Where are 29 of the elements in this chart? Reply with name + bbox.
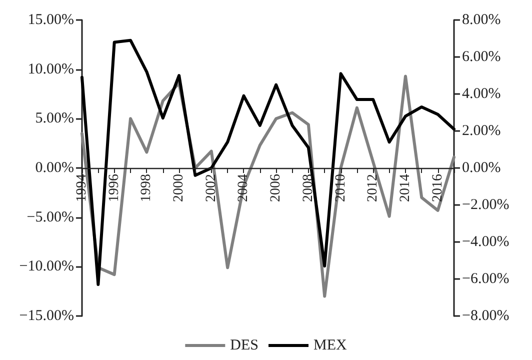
- x-tick-label: 2004: [236, 174, 252, 202]
- y2-tick-label: −4.00%: [462, 234, 510, 250]
- y2-tick-label: −8.00%: [462, 308, 510, 324]
- x-tick-label: 2006: [268, 174, 284, 202]
- y-tick-label: 15.00%: [28, 12, 74, 28]
- y2-tick-label: −2.00%: [462, 197, 510, 213]
- y2-tick-label: 2.00%: [462, 123, 501, 139]
- x-tick-label: 2000: [172, 174, 187, 202]
- y-tick-label: −10.00%: [19, 258, 74, 275]
- y2-tick-label: 4.00%: [462, 86, 501, 102]
- y2-tick-label: 0.00%: [462, 160, 501, 176]
- x-tick-label: 1998: [139, 174, 154, 202]
- y2-tick-label: 6.00%: [462, 49, 501, 65]
- y2-tick-label: 8.00%: [462, 12, 501, 28]
- y-tick-label: 5.00%: [35, 110, 74, 127]
- x-tick-label: 2010: [333, 174, 348, 202]
- x-tick-label: 1996: [106, 174, 122, 202]
- y-tick-label: 0.00%: [35, 160, 74, 176]
- x-tick-label: 2002: [204, 174, 219, 202]
- x-tick-label: 2012: [366, 174, 381, 202]
- x-tick-label: 2014: [398, 174, 413, 202]
- y-tick-label: −5.00%: [26, 209, 74, 226]
- x-tick-label: 2016: [430, 174, 446, 202]
- legend-label: MEX: [314, 338, 347, 354]
- y-tick-label: 10.00%: [28, 61, 74, 78]
- legend-label: DES: [230, 338, 259, 354]
- y2-tick-label: −6.00%: [462, 271, 510, 287]
- x-tick-label: 2008: [300, 174, 316, 202]
- y-tick-label: −15.00%: [19, 308, 74, 324]
